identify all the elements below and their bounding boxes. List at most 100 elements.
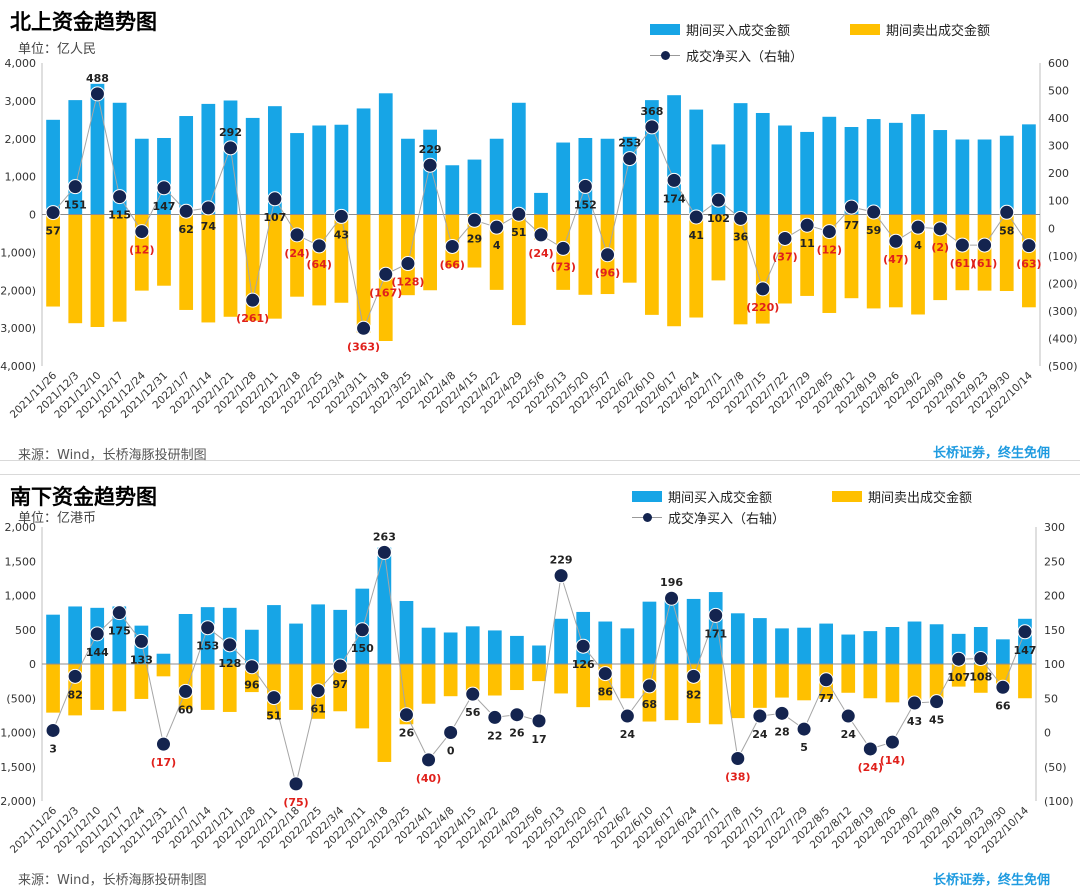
- buy-bar: [356, 108, 371, 215]
- legend-buy-label: 期间买入成交金额: [668, 491, 773, 506]
- net-buy-point: [244, 659, 260, 675]
- right-axis-tick-label: 200: [1044, 590, 1065, 603]
- net-buy-data-label: 175: [108, 625, 131, 638]
- net-buy-data-label: 77: [844, 219, 859, 232]
- net-buy-data-label: 24: [620, 728, 636, 741]
- sell-bar: [620, 664, 635, 699]
- net-buy-data-label: 229: [550, 554, 573, 567]
- source-note: 来源：Wind，长桥海豚投研制图: [18, 448, 207, 463]
- left-axis-tick-label: 2,000: [5, 521, 37, 534]
- sell-bar: [334, 214, 349, 303]
- net-buy-data-label: 4: [914, 239, 922, 252]
- net-buy-point: [907, 695, 923, 711]
- net-buy-point: [267, 191, 283, 207]
- net-buy-data-label: (24): [858, 761, 883, 774]
- net-buy-data-label: 74: [201, 220, 217, 233]
- net-buy-point: [400, 256, 416, 272]
- net-buy-data-label: (40): [416, 772, 441, 785]
- net-buy-point: [688, 209, 704, 225]
- left-axis-tick-label: (1,500): [0, 761, 36, 774]
- net-buy-data-label: 144: [86, 646, 109, 659]
- buy-bar: [511, 102, 526, 215]
- net-buy-data-label: (73): [550, 260, 575, 273]
- buy-bar: [399, 600, 414, 664]
- sell-bar: [554, 664, 568, 694]
- net-buy-point: [774, 705, 790, 721]
- net-buy-point: [156, 180, 172, 196]
- buy-bar: [800, 131, 815, 215]
- net-buy-point: [266, 690, 282, 706]
- right-axis-tick-label: 0: [1044, 727, 1051, 740]
- sell-bar: [973, 664, 988, 693]
- net-buy-point: [509, 707, 525, 723]
- net-buy-point: [619, 708, 635, 724]
- legend-sell: 期间卖出成交金额: [832, 487, 972, 506]
- net-buy-data-label: (12): [817, 244, 842, 257]
- buy-bar: [378, 93, 393, 215]
- net-buy-point: [644, 119, 660, 135]
- net-buy-data-label: 3: [49, 742, 57, 755]
- net-buy-point: [155, 736, 171, 752]
- legend-buy-swatch: [650, 24, 680, 35]
- net-buy-point: [840, 708, 856, 724]
- net-buy-data-label: 66: [995, 699, 1011, 712]
- net-buy-point: [200, 200, 216, 216]
- net-buy-data-label: 126: [572, 658, 595, 671]
- net-buy-point: [67, 668, 83, 684]
- buy-bar: [267, 605, 281, 664]
- buy-bar: [112, 606, 127, 664]
- net-buy-point: [288, 776, 304, 792]
- buy-bar: [222, 607, 237, 664]
- net-buy-data-label: 196: [660, 576, 683, 589]
- net-buy-point: [977, 237, 993, 253]
- left-axis-tick-label: (1,000): [0, 246, 36, 259]
- net-buy-data-label: 82: [686, 688, 701, 701]
- net-buy-data-label: (363): [347, 340, 380, 353]
- buy-bar: [755, 112, 770, 215]
- net-buy-point: [999, 204, 1015, 220]
- net-buy-point: [799, 217, 815, 233]
- buy-bar: [467, 159, 482, 215]
- right-axis-tick-label: (300): [1048, 305, 1078, 318]
- sell-bar: [578, 214, 593, 295]
- net-buy-data-label: (63): [1016, 258, 1041, 271]
- net-buy-data-label: (24): [528, 247, 553, 260]
- northbound-chart-panel: 北上资金趋势图 单位：亿人民 期间买入成交金额 期间卖出成交金额 成交净买入（右…: [0, 10, 1080, 463]
- buy-bar: [933, 130, 948, 215]
- net-buy-point: [245, 292, 261, 308]
- sell-bar: [730, 664, 745, 719]
- right-axis-tick-label: 150: [1044, 624, 1065, 637]
- right-axis-tick-label: 0: [1048, 222, 1055, 235]
- sell-bar: [90, 664, 105, 710]
- sell-bar: [511, 214, 526, 326]
- net-buy-data-label: 150: [351, 642, 374, 655]
- net-buy-data-label: (64): [307, 258, 332, 271]
- buy-bar: [333, 609, 348, 664]
- net-buy-data-label: 229: [419, 143, 442, 156]
- net-buy-point: [376, 544, 392, 560]
- sell-bar: [753, 664, 767, 708]
- net-buy-data-label: (14): [880, 754, 905, 767]
- net-buy-point: [575, 638, 591, 654]
- sell-bar: [711, 214, 726, 281]
- net-buy-point: [995, 679, 1011, 695]
- net-buy-data-label: (47): [883, 253, 908, 266]
- net-buy-data-label: (2): [931, 241, 949, 254]
- net-buy-data-label: 24: [752, 728, 768, 741]
- net-buy-data-label: 153: [196, 640, 219, 653]
- buy-bar: [844, 127, 859, 215]
- net-buy-data-label: 26: [399, 727, 415, 740]
- buy-bar: [244, 629, 259, 664]
- buy-bar: [245, 117, 260, 215]
- left-axis-tick-label: 3,000: [5, 95, 37, 108]
- net-buy-data-label: 152: [574, 198, 597, 211]
- net-buy-data-label: 107: [263, 211, 286, 224]
- northbound-chart-svg: 4,000 3,000 2,000 1,000 0 (1,000) (2,000) (3,00…: [0, 57, 1078, 421]
- sell-bar: [664, 664, 679, 721]
- net-buy-point: [465, 686, 481, 702]
- left-axis-tick-label: (500): [6, 692, 36, 705]
- legend-sell-swatch: [850, 24, 880, 35]
- net-buy-point: [289, 227, 305, 243]
- legend-buy-swatch: [632, 491, 662, 502]
- buy-bar: [911, 114, 925, 215]
